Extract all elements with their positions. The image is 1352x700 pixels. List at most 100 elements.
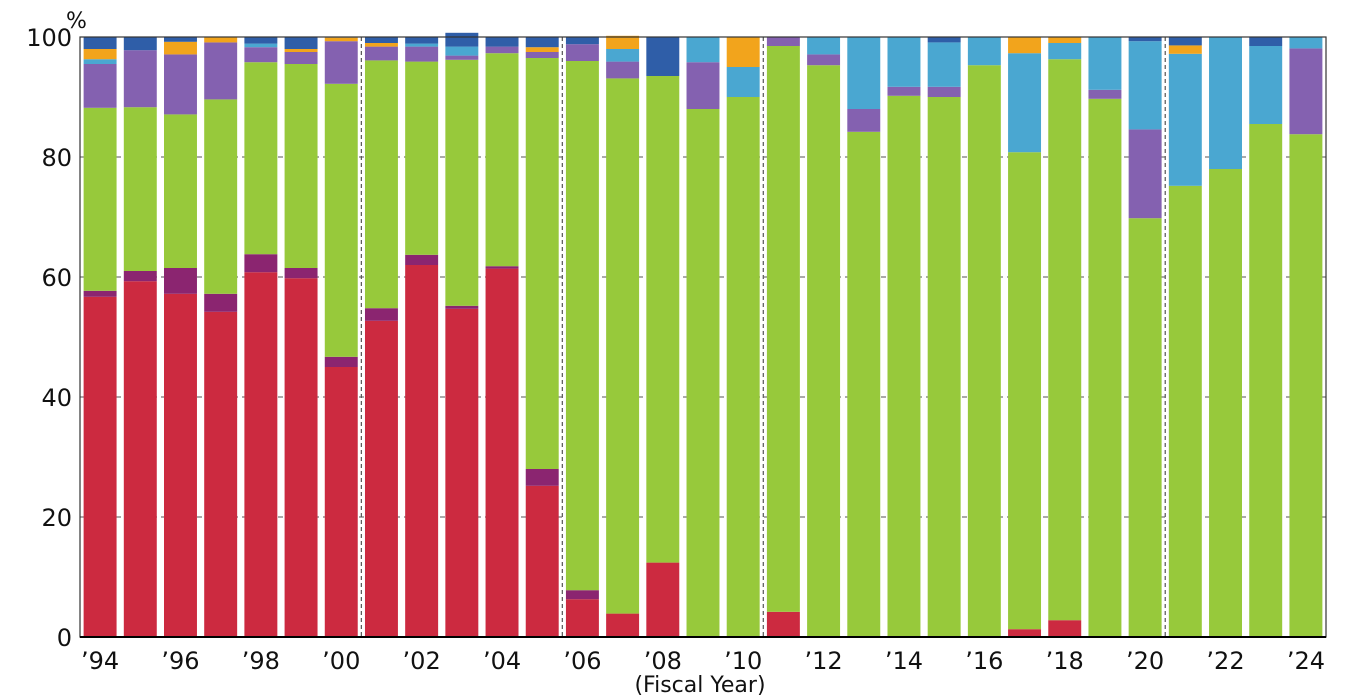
bar-segment-1996-s3 bbox=[164, 114, 197, 269]
x-tick-label-2020: ’20 bbox=[1126, 647, 1164, 675]
bar-segment-2001-s3 bbox=[364, 60, 398, 309]
bar-segment-2007-s1 bbox=[606, 613, 640, 637]
bar-segment-1996-s1 bbox=[164, 293, 197, 637]
bar-stack-2015 bbox=[927, 37, 961, 637]
bar-stack-2017 bbox=[1008, 37, 1042, 637]
bar-segment-2004-s7 bbox=[485, 37, 519, 47]
bar-segment-1997-s1 bbox=[204, 311, 238, 637]
bar-stack-2002 bbox=[405, 37, 439, 637]
bar-segment-1994-s5 bbox=[83, 59, 117, 64]
bar-stack-1997 bbox=[204, 37, 238, 637]
y-axis-tick-labels: 0 20 40 60 80 100 bbox=[26, 24, 72, 652]
bar-segment-1995-s1 bbox=[123, 281, 157, 637]
bar-segment-2020-s7 bbox=[1128, 37, 1162, 42]
bar-stack-2014 bbox=[887, 37, 921, 638]
bar-segment-2001-s1 bbox=[364, 320, 398, 637]
bar-segment-2001-s4 bbox=[364, 46, 398, 61]
bar-segment-2012-s4 bbox=[807, 54, 841, 66]
x-tick-label-2010: ’10 bbox=[724, 647, 762, 675]
bar-stack-2006 bbox=[565, 37, 599, 637]
bar-segment-1999-s7 bbox=[284, 37, 318, 49]
bar-stack-2022 bbox=[1209, 37, 1242, 637]
bar-segment-2007-s5 bbox=[606, 49, 640, 62]
x-tick-label-2008: ’08 bbox=[644, 647, 682, 675]
bar-segment-2003-s7 bbox=[445, 32, 479, 47]
bar-segment-2022-s3 bbox=[1209, 169, 1242, 637]
bar-segment-2018-s5 bbox=[1048, 43, 1082, 60]
bar-segment-2005-s6 bbox=[525, 47, 559, 52]
y-tick-label-40: 40 bbox=[41, 384, 72, 412]
bar-segment-1994-s6 bbox=[83, 49, 117, 60]
bar-segment-2000-s2 bbox=[324, 356, 358, 367]
bar-segment-2001-s7 bbox=[364, 37, 398, 43]
x-tick-label-1998: ’98 bbox=[242, 647, 280, 675]
bar-segment-2002-s1 bbox=[405, 265, 439, 637]
bar-segment-2024-s3 bbox=[1289, 134, 1323, 637]
bar-stack-2003 bbox=[445, 32, 479, 637]
bar-stack-2024 bbox=[1289, 37, 1323, 637]
x-tick-label-2016: ’16 bbox=[965, 647, 1003, 675]
bar-segment-2014-s5 bbox=[887, 37, 921, 87]
bar-segment-2003-s4 bbox=[445, 55, 479, 60]
bar-segment-1994-s7 bbox=[83, 37, 117, 49]
bar-stack-2023 bbox=[1249, 37, 1283, 637]
bar-segment-2006-s1 bbox=[565, 599, 599, 637]
bar-stack-2007 bbox=[606, 35, 640, 637]
bar-stack-1995 bbox=[123, 37, 157, 637]
x-tick-label-2014: ’14 bbox=[885, 647, 923, 675]
bar-segment-2007-s3 bbox=[606, 78, 640, 614]
bar-stack-2021 bbox=[1168, 37, 1202, 638]
bar-stack-2018 bbox=[1048, 37, 1082, 637]
bar-segment-1994-s4 bbox=[83, 64, 117, 108]
x-tick-label-1994: ’94 bbox=[81, 647, 119, 675]
bar-stack-2020 bbox=[1128, 37, 1162, 637]
bar-segment-2018-s6 bbox=[1048, 37, 1082, 43]
bar-segment-2015-s4 bbox=[927, 86, 961, 97]
bar-segment-1998-s3 bbox=[244, 62, 278, 255]
bar-segment-2013-s3 bbox=[847, 131, 881, 638]
bar-segment-2000-s1 bbox=[324, 367, 358, 637]
bar-segment-2019-s5 bbox=[1088, 37, 1122, 90]
bar-segment-2009-s5 bbox=[686, 37, 720, 63]
bar-segment-1997-s6 bbox=[204, 37, 238, 43]
bar-segment-2004-s3 bbox=[485, 53, 519, 267]
bar-segment-2014-s4 bbox=[887, 86, 921, 96]
bar-segment-1994-s2 bbox=[83, 290, 117, 297]
bar-segment-1995-s7 bbox=[123, 37, 157, 51]
bar-stack-2009 bbox=[686, 37, 720, 637]
bar-segment-2013-s5 bbox=[847, 37, 881, 109]
bar-segment-2018-s1 bbox=[1048, 620, 1082, 637]
bar-segment-1995-s2 bbox=[123, 271, 157, 282]
bar-segment-1997-s2 bbox=[204, 293, 238, 312]
bar-segment-2002-s4 bbox=[405, 46, 439, 62]
bar-segment-2021-s5 bbox=[1168, 53, 1202, 186]
bar-segment-2021-s3 bbox=[1168, 185, 1202, 638]
bar-segment-2023-s3 bbox=[1249, 124, 1283, 637]
bar-segment-2002-s5 bbox=[405, 43, 439, 47]
bar-stack-2008 bbox=[646, 37, 680, 637]
bar-stack-1999 bbox=[284, 37, 318, 637]
bar-segment-2008-s3 bbox=[646, 76, 680, 563]
x-tick-label-2022: ’22 bbox=[1206, 647, 1244, 675]
bar-segment-1996-s7 bbox=[164, 37, 197, 42]
y-tick-label-20: 20 bbox=[41, 504, 72, 532]
bar-segment-1999-s6 bbox=[284, 49, 318, 52]
bar-segment-2010-s3 bbox=[726, 97, 760, 637]
bar-segment-2000-s6 bbox=[324, 37, 358, 42]
bar-segment-1997-s4 bbox=[204, 42, 238, 100]
x-axis-title: (Fiscal Year) bbox=[634, 673, 765, 698]
bar-segment-2017-s1 bbox=[1008, 629, 1042, 637]
bar-segment-2006-s4 bbox=[565, 44, 599, 61]
bar-segment-2023-s5 bbox=[1249, 46, 1283, 124]
bar-stack-1994 bbox=[83, 37, 117, 637]
bar-segment-1999-s2 bbox=[284, 268, 318, 279]
bar-segment-2020-s4 bbox=[1128, 129, 1162, 219]
bar-segment-1999-s4 bbox=[284, 52, 318, 64]
bar-segment-2002-s3 bbox=[405, 61, 439, 255]
bar-stack-2011 bbox=[766, 37, 800, 637]
y-tick-label-60: 60 bbox=[41, 264, 72, 292]
bar-segment-2011-s4 bbox=[766, 37, 800, 46]
bar-segment-2001-s2 bbox=[364, 308, 398, 321]
y-tick-label-80: 80 bbox=[41, 144, 72, 172]
